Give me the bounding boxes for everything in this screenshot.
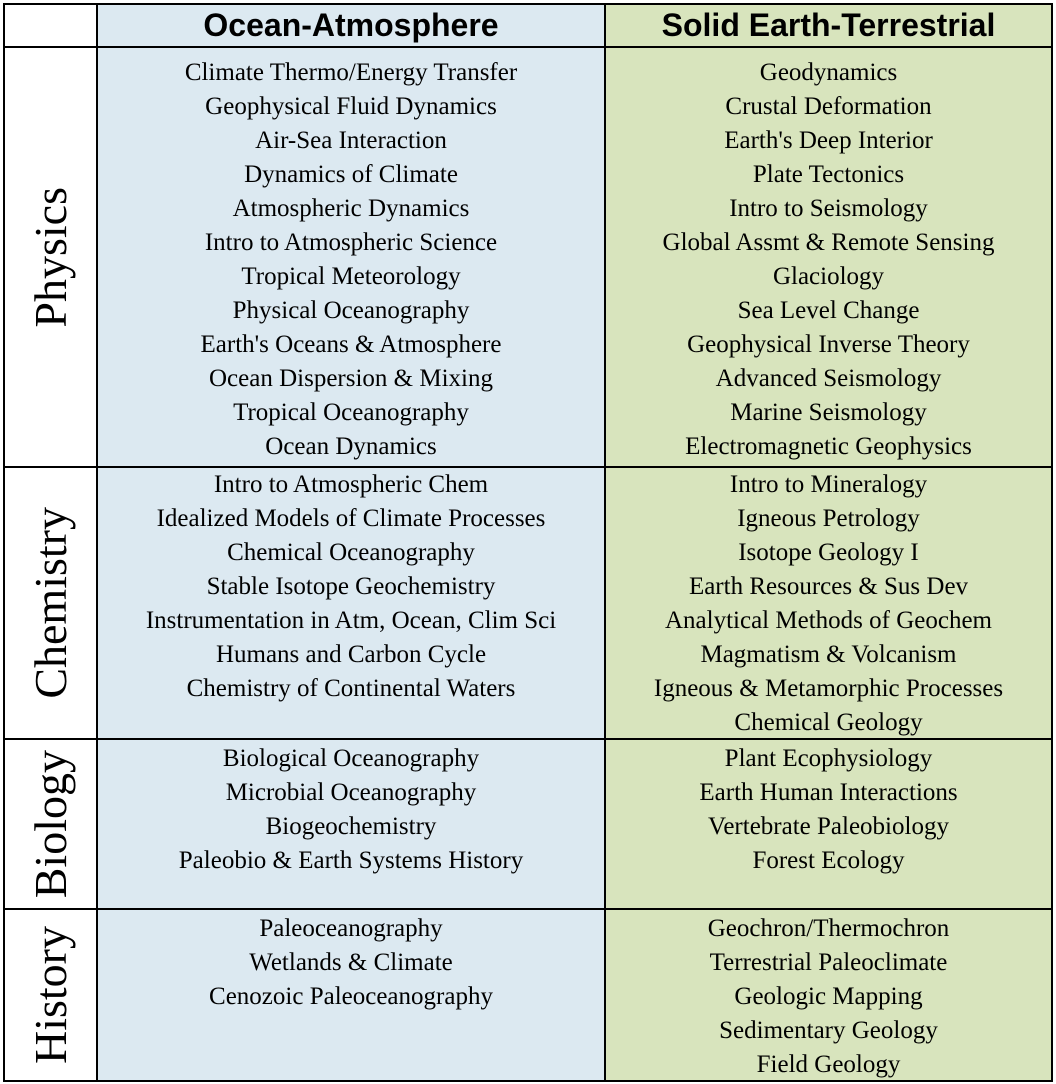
course-name: Biological Oceanography <box>222 745 480 772</box>
course-name: Plate Tectonics <box>752 161 905 188</box>
course-cell: Geodynamics Crustal Deformation Earth's De… <box>604 46 1053 468</box>
course-cell: Biological Oceanography Microbial Oceanog… <box>96 738 606 910</box>
course-name: Crustal Deformation <box>725 93 932 120</box>
course-name: Idealized Models of Climate Processes <box>156 505 546 532</box>
course-name: Geophysical Inverse Theory <box>687 331 970 358</box>
course-name: Paleoceanography <box>259 915 443 942</box>
course-name: Humans and Carbon Cycle <box>215 641 487 668</box>
course-name: Instrumentation in Atm, Ocean, Clim Sci <box>145 607 557 634</box>
row-label-cell: Chemistry <box>3 466 98 740</box>
course-name: Advanced Seismology <box>715 365 942 392</box>
corner-cell <box>3 3 98 48</box>
row-label: Chemistry <box>25 507 76 699</box>
course-name: Intro to Atmospheric Chem <box>213 471 489 498</box>
course-name: Terrestrial Paleoclimate <box>709 949 948 976</box>
row-label-cell: History <box>3 908 98 1082</box>
course-name: Igneous Petrology <box>737 505 920 532</box>
column-header: Solid Earth-Terrestrial <box>604 3 1053 48</box>
row-label-cell: Biology <box>3 738 98 910</box>
course-name: Paleobio & Earth Systems History <box>178 847 524 874</box>
course-name: Microbial Oceanography <box>225 779 477 806</box>
row-label: Biology <box>25 749 76 899</box>
course-name: Chemical Geology <box>734 709 923 736</box>
course-name: Intro to Atmospheric Science <box>204 229 498 256</box>
course-cell: Climate Thermo/Energy Transfer Geophysica… <box>96 46 606 468</box>
course-name: Intro to Seismology <box>729 195 928 222</box>
course-name: Tropical Meteorology <box>241 263 461 290</box>
course-cell: Intro to Atmospheric Chem Idealized Model… <box>96 466 606 740</box>
course-name: Earth Human Interactions <box>699 779 958 806</box>
course-name: Earth's Oceans & Atmosphere <box>200 331 502 358</box>
course-name: Earth Resources & Sus Dev <box>688 573 969 600</box>
column-header: Ocean-Atmosphere <box>96 3 606 48</box>
course-name: Geochron/Thermochron <box>707 915 950 942</box>
course-name: Glaciology <box>772 263 885 290</box>
course-name: Sedimentary Geology <box>719 1017 938 1044</box>
course-cell: Plant Ecophysiology Earth Human Interacti… <box>604 738 1053 910</box>
course-name: Stable Isotope Geochemistry <box>206 573 496 600</box>
course-name: Cenozoic Paleoceanography <box>209 983 493 1010</box>
course-cell: Paleoceanography Wetlands & Climate Cenozo… <box>96 908 606 1082</box>
course-name: Intro to Mineralogy <box>729 471 928 498</box>
row-label: History <box>25 926 76 1064</box>
course-name: Geophysical Fluid Dynamics <box>205 93 497 120</box>
course-name: Sea Level Change <box>737 297 920 324</box>
course-name: Marine Seismology <box>730 399 927 426</box>
course-name: Chemistry of Continental Waters <box>186 675 516 702</box>
course-name: Global Assmt & Remote Sensing <box>662 229 995 256</box>
course-name: Ocean Dynamics <box>265 433 437 460</box>
course-name: Igneous & Metamorphic Processes <box>653 675 1004 702</box>
course-name: Magmatism & Volcanism <box>700 641 957 668</box>
course-cell: Intro to Mineralogy Igneous Petrology Isot… <box>604 466 1053 740</box>
course-name: Tropical Oceanography <box>233 399 469 426</box>
course-name: Forest Ecology <box>752 847 905 874</box>
course-name: Climate Thermo/Energy Transfer <box>184 59 518 86</box>
course-name: Electromagnetic Geophysics <box>685 433 972 460</box>
course-name: Dynamics of Climate <box>244 161 458 188</box>
course-name: Geologic Mapping <box>734 983 923 1010</box>
course-name: Plant Ecophysiology <box>724 745 933 772</box>
course-name: Air-Sea Interaction <box>255 127 447 154</box>
row-label: Physics <box>25 186 76 328</box>
course-name: Physical Oceanography <box>232 297 470 324</box>
row-label-cell: Physics <box>3 46 98 468</box>
course-name: Chemical Oceanography <box>227 539 475 566</box>
course-name: Geodynamics <box>759 59 898 86</box>
course-name: Field Geology <box>756 1051 901 1078</box>
course-name: Ocean Dispersion & Mixing <box>209 365 493 392</box>
course-name: Biogeochemistry <box>265 813 437 840</box>
course-name: Analytical Methods of Geochem <box>665 607 992 634</box>
course-cell: Geochron/Thermochron Terrestrial Paleocli… <box>604 908 1053 1082</box>
course-name: Earth's Deep Interior <box>724 127 933 154</box>
course-name: Wetlands & Climate <box>249 949 453 976</box>
course-name: Isotope Geology I <box>738 539 919 566</box>
course-name: Atmospheric Dynamics <box>232 195 470 222</box>
course-name: Vertebrate Paleobiology <box>708 813 949 840</box>
